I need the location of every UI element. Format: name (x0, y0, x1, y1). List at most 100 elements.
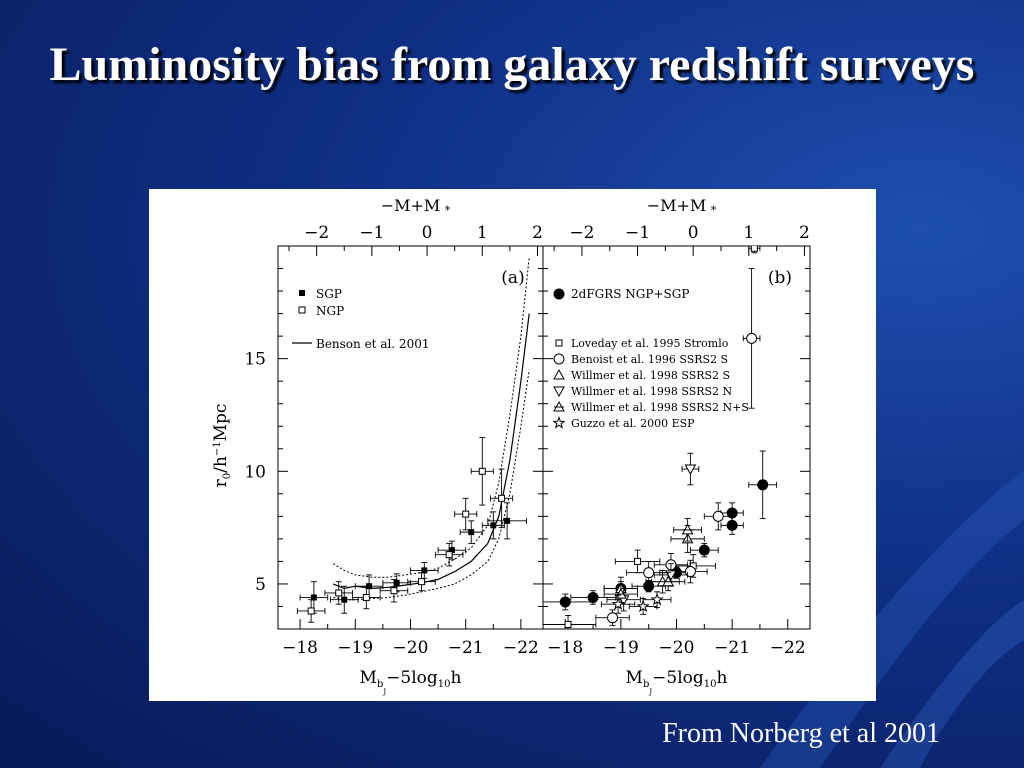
top-axis-label: −M+M (381, 196, 441, 215)
data-point-open-square (418, 578, 426, 586)
x-tick-label: −20 (659, 638, 695, 658)
figure: −18 −19 −20 −21 −22 −2 −1 0 1 2 5 10 15 (a) −M+M * MbJ−5… (149, 189, 876, 701)
data-point-star (636, 599, 650, 613)
x-axis-label-xlabel_sub: b (377, 679, 383, 690)
x-tick-label: −19 (603, 638, 639, 658)
x-axis-label-xlabel: M (360, 668, 377, 688)
data-point-open-square (362, 593, 370, 601)
data-point-open-square (445, 551, 453, 559)
data-point-open-square (750, 246, 758, 252)
top-tick-label: 2 (532, 223, 543, 243)
data-point-filled-square (421, 567, 428, 574)
data-point-open-circle (712, 510, 724, 522)
top-axis-sub: * (711, 204, 717, 217)
y-tick-label: 15 (244, 350, 266, 370)
data-point-star (611, 597, 625, 610)
legend-label: Willmer et al. 1998 SSRS2 S (571, 369, 730, 382)
y-axis-label-ylabel_sup: −1 (212, 441, 223, 456)
panel-label: (a) (501, 268, 524, 288)
top-axis-label: −M+M (647, 196, 707, 215)
legend-label: NGP (316, 304, 344, 318)
legend-label: SGP (316, 287, 342, 301)
data-point-big-filled-circle (726, 507, 738, 519)
x-tick-label: −20 (393, 638, 429, 658)
top-tick-label: 1 (743, 223, 754, 243)
top-axis-sub: * (445, 204, 451, 217)
model-line (332, 313, 530, 590)
y-tick-label: 5 (255, 575, 266, 595)
slide-title: Luminosity bias from galaxy redshift sur… (49, 38, 975, 91)
data-point-triangle-down (684, 464, 697, 476)
data-point-open-square (478, 467, 486, 475)
y-axis-label-ylabel_sub: 0 (222, 473, 233, 479)
data-point-open-square (335, 589, 343, 597)
data-point-open-square (634, 557, 642, 565)
y-axis-label-ylabel_rest: /h (211, 456, 231, 473)
legend-marker-open-circle (553, 353, 565, 365)
legend-marker-big-filled-circle (553, 288, 565, 300)
data-point-open-square (564, 620, 572, 628)
legend-marker-triangle-down (553, 386, 565, 398)
legend-marker-filled-square (299, 290, 305, 296)
top-tick-label: 2 (799, 223, 810, 243)
y-axis-label-ylabel_end: Mpc (211, 404, 231, 442)
top-tick-label: 1 (477, 223, 488, 243)
x-tick-label: −22 (503, 638, 539, 658)
top-tick-label: −2 (569, 223, 594, 243)
top-tick-label: −2 (304, 223, 329, 243)
data-point-filled-square (341, 596, 348, 603)
x-tick-label: −22 (770, 638, 806, 658)
data-point-filled-square (393, 579, 400, 586)
legend-marker-star (552, 415, 566, 429)
legend-label: Guzzo et al. 2000 ESP (571, 417, 695, 430)
legend-marker-triangle-crossed (553, 400, 565, 412)
x-tick-label: −19 (337, 638, 373, 658)
data-point-big-filled-circle (587, 591, 599, 603)
x-axis-label: MbJ−5log10h (626, 668, 728, 696)
top-tick-label: −1 (625, 223, 650, 243)
data-point-triangle-crossed (681, 523, 694, 535)
x-axis-label: MbJ−5log10h (360, 668, 462, 696)
x-tick-label: −18 (547, 638, 583, 658)
data-point-open-circle (746, 332, 758, 344)
panel-data-1 (296, 257, 530, 623)
legend-label: Benson et al. 2001 (316, 337, 429, 351)
data-point-filled-square (310, 594, 317, 601)
legend-label: Willmer et al. 1998 SSRS2 N+S (571, 401, 749, 414)
data-point-filled-square (504, 517, 511, 524)
data-point-open-square (498, 494, 506, 502)
x-axis-label-xlabel_rest: −5log (386, 668, 438, 688)
data-point-open-square (307, 607, 315, 615)
top-tick-label: 0 (422, 223, 433, 243)
legend-marker-triangle-up (553, 368, 565, 380)
panel-data-2 (543, 246, 778, 629)
model-lower-line (333, 369, 530, 601)
data-point-big-filled-circle (726, 519, 738, 531)
data-point-star (650, 592, 664, 606)
x-axis-label-xlabel_end: h (717, 668, 728, 688)
panel-label: (b) (768, 268, 792, 288)
data-point-big-filled-circle (757, 479, 769, 491)
data-point-open-circle (643, 567, 655, 579)
x-axis-label-xlabel_sub2: 10 (438, 679, 451, 690)
y-tick-label: 10 (244, 462, 266, 482)
model-upper-line (332, 257, 530, 578)
legend-label: 2dFGRS NGP+SGP (571, 287, 689, 301)
legend-label: Willmer et al. 1998 SSRS2 N (571, 385, 733, 398)
data-point-filled-square (468, 529, 475, 536)
data-point-open-square (462, 510, 470, 518)
data-point-filled-square (448, 547, 455, 554)
top-tick-label: −1 (359, 223, 384, 243)
legend-label: Loveday et al. 1995 Stromlo (571, 337, 729, 350)
y-axis-label: r0/h−1Mpc (211, 404, 233, 488)
data-point-filled-square (490, 522, 497, 529)
x-axis-label-xlabel_rest: −5log (652, 668, 704, 688)
data-point-triangle-crossed (662, 575, 675, 587)
x-tick-label: −21 (448, 638, 484, 658)
credit-text: From Norberg et al 2001 (662, 718, 940, 749)
legend-label: Benoist et al. 1996 SSRS2 S (571, 353, 728, 366)
legend-marker-open-square (555, 339, 563, 347)
data-point-open-square (390, 587, 398, 595)
legend-marker-open-square (298, 306, 306, 314)
